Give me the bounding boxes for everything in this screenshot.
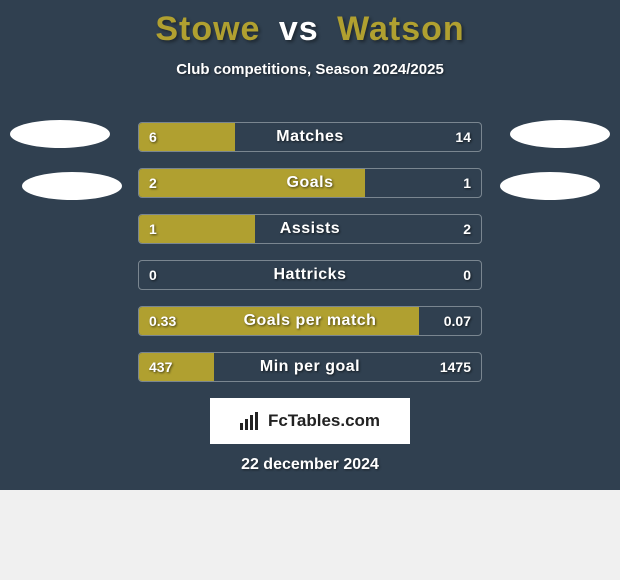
comparison-card: Stowe vs Watson Club competitions, Seaso…: [0, 0, 620, 490]
title-row: Stowe vs Watson: [0, 0, 620, 49]
avatar-placeholder: [510, 120, 610, 148]
player1-avatar-area: [0, 120, 120, 224]
stat-label: Hattricks: [139, 261, 481, 289]
player2-name: Watson: [337, 10, 465, 48]
stat-row: 00Hattricks: [138, 260, 482, 290]
player2-avatar-area: [500, 120, 620, 224]
stat-label: Min per goal: [139, 353, 481, 381]
player1-name: Stowe: [155, 10, 260, 48]
avatar-placeholder: [22, 172, 122, 200]
brand-text: FcTables.com: [268, 411, 380, 431]
stat-label: Goals per match: [139, 307, 481, 335]
stat-label: Assists: [139, 215, 481, 243]
date-text: 22 december 2024: [0, 456, 620, 474]
stat-label: Goals: [139, 169, 481, 197]
stat-row: 0.330.07Goals per match: [138, 306, 482, 336]
vs-text: vs: [279, 10, 319, 48]
avatar-placeholder: [500, 172, 600, 200]
stats-bars: 614Matches 21Goals 12Assists 00Hattricks 0.3…: [138, 122, 482, 398]
brand-box: FcTables.com: [210, 398, 410, 444]
subtitle: Club competitions, Season 2024/2025: [0, 61, 620, 78]
stat-row: 21Goals: [138, 168, 482, 198]
stat-row: 614Matches: [138, 122, 482, 152]
stat-label: Matches: [139, 123, 481, 151]
stat-row: 4371475Min per goal: [138, 352, 482, 382]
avatar-placeholder: [10, 120, 110, 148]
stat-row: 12Assists: [138, 214, 482, 244]
brand-bars-icon: [240, 412, 262, 430]
